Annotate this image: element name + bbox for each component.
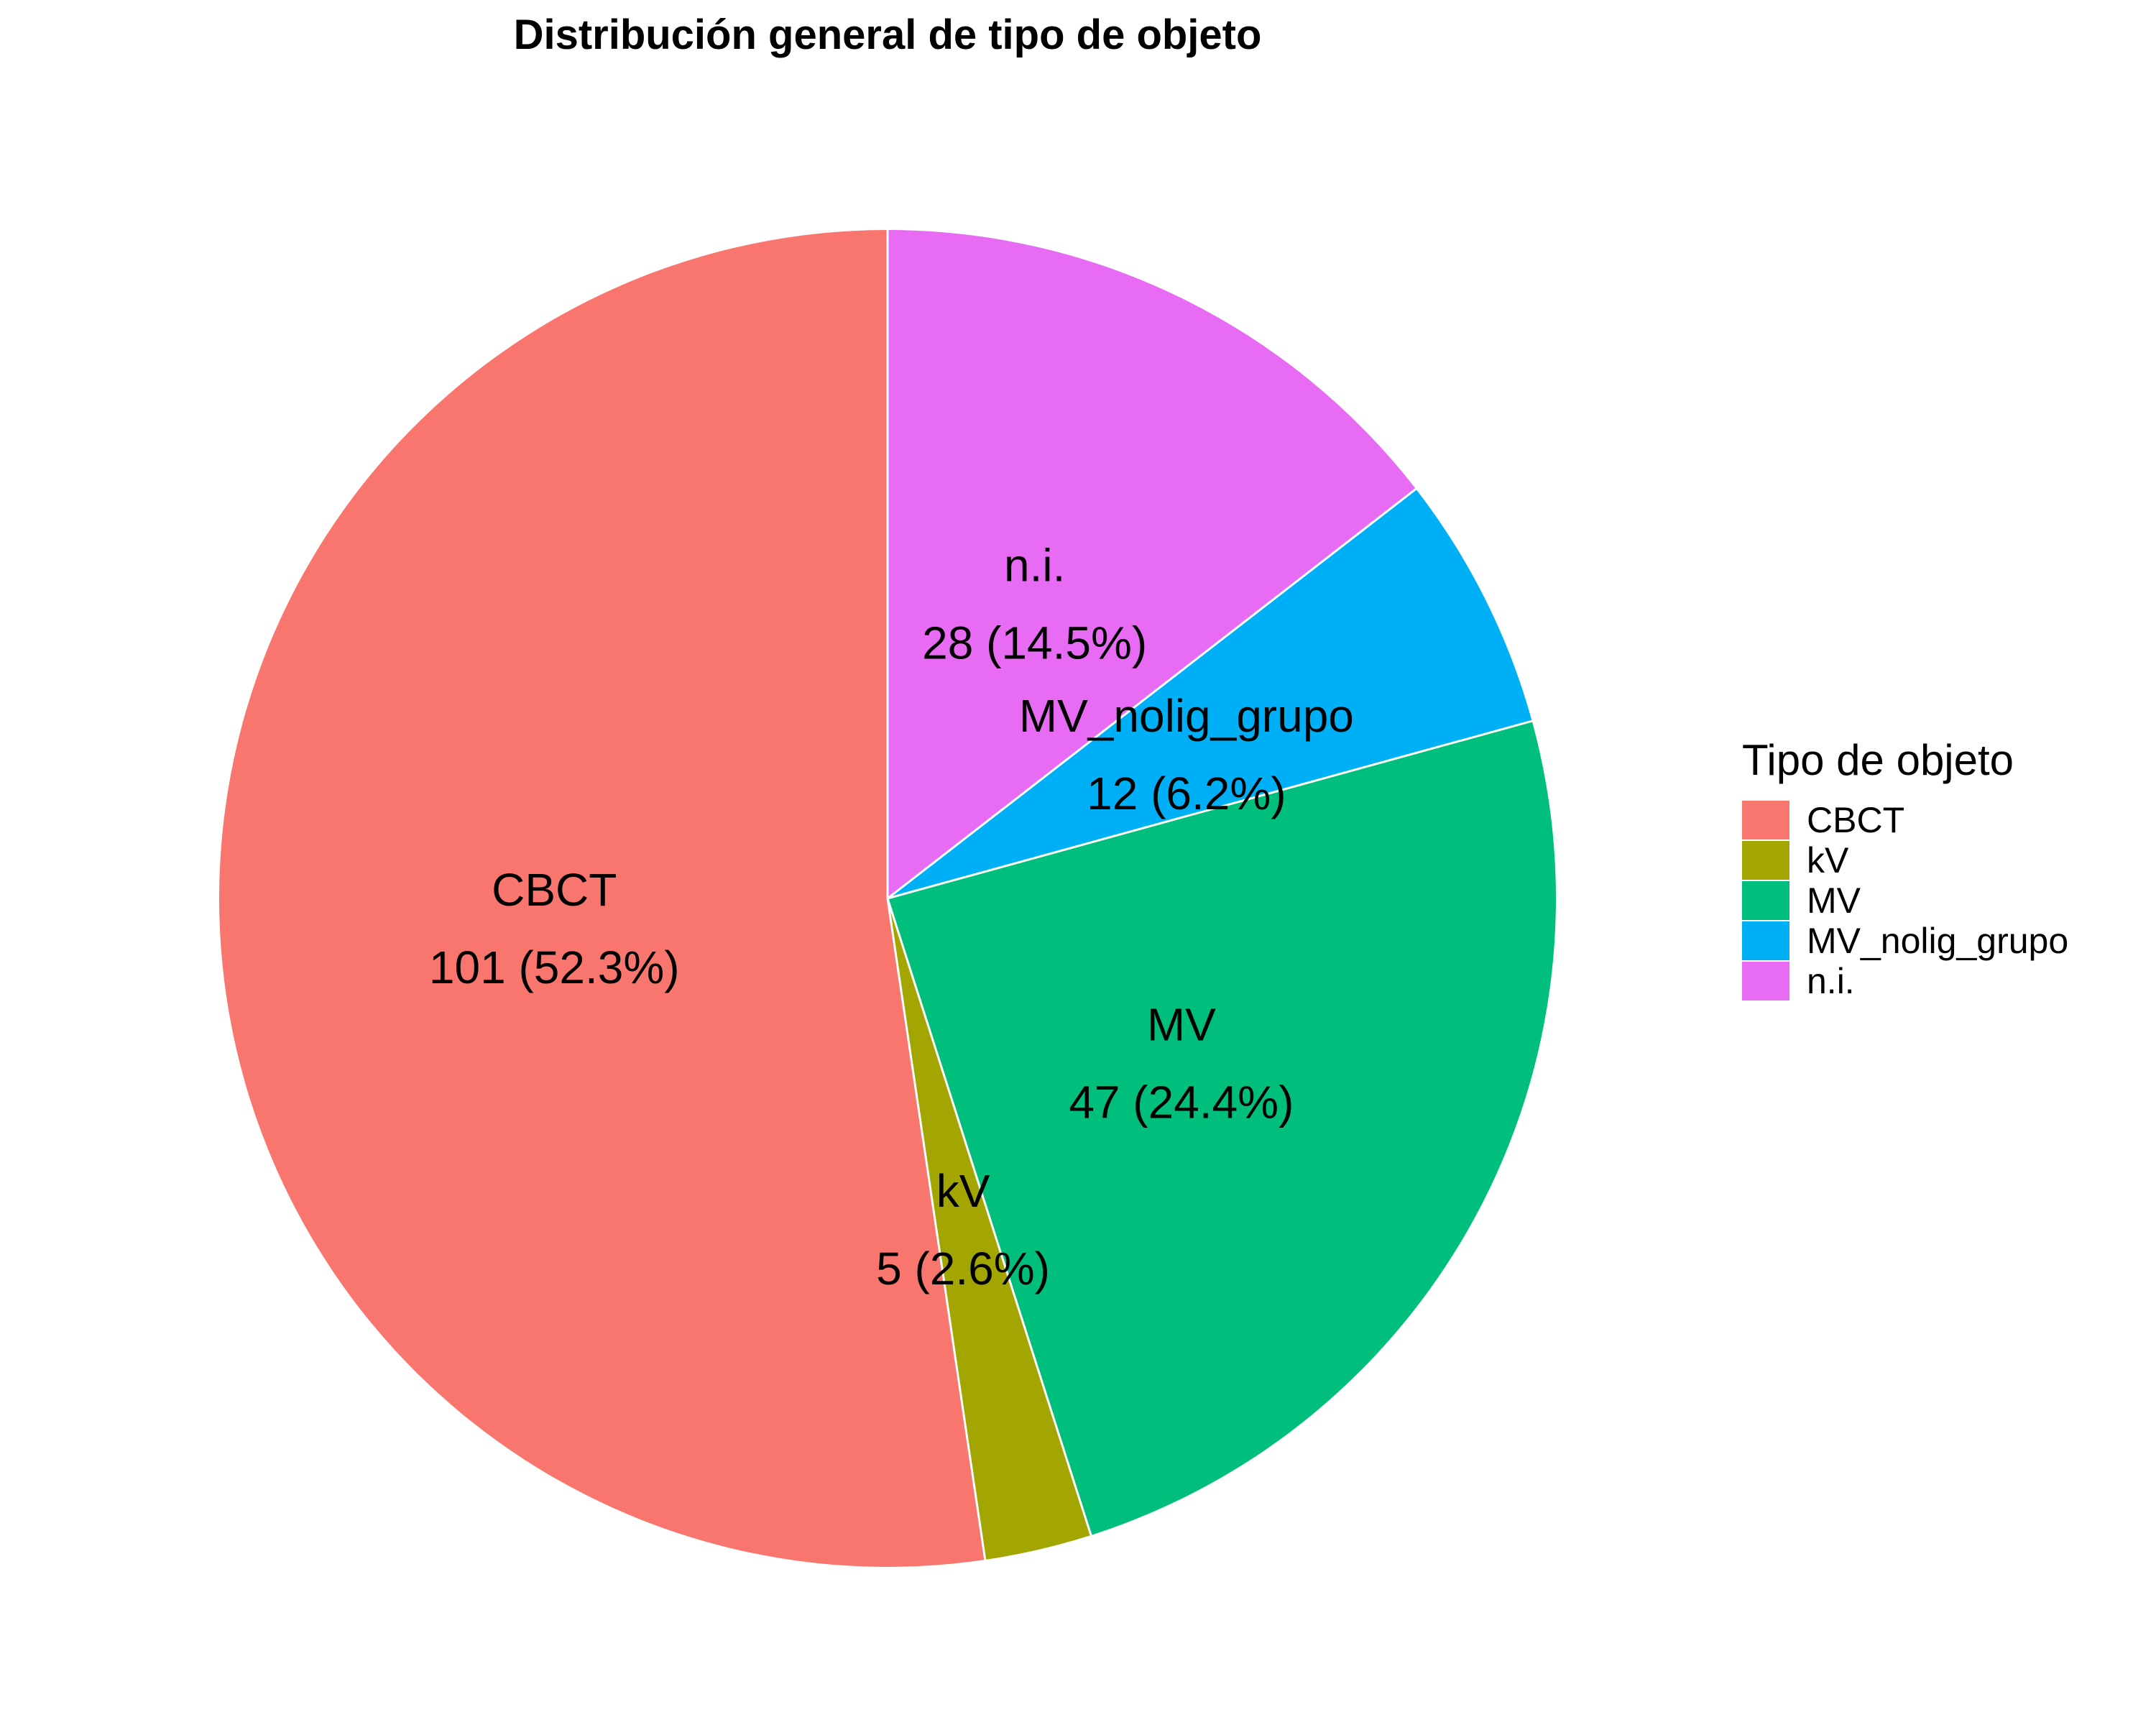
legend-label-n-i: n.i. — [1807, 961, 1855, 1001]
pie-slice-mv-nolig-grupo — [888, 489, 1532, 898]
pie-slice-labels: CBCT 101 (52.3%) kV 5 (2.6%) MV 47 (24.4%) MV_… — [429, 539, 1354, 1294]
pie-slice-n-i — [888, 230, 1416, 898]
legend-key-n-i — [1742, 962, 1789, 1000]
slice-value-label: 5 (2.6%) — [876, 1243, 1050, 1294]
slice-separator — [886, 898, 987, 1560]
slice-value-label: 101 (52.3%) — [429, 942, 680, 993]
slice-value-label: 47 (24.4%) — [1069, 1076, 1294, 1128]
legend-key-cbct — [1742, 801, 1789, 840]
legend-label-kv: kV — [1807, 840, 1849, 880]
pie-slices — [219, 230, 1556, 1567]
slice-separator — [886, 898, 1092, 1536]
pie-slice-cbct — [219, 230, 985, 1567]
slice-category-label: n.i. — [1004, 539, 1065, 591]
legend-key-mv — [1742, 881, 1789, 920]
slice-category-label: MV_nolig_grupo — [1019, 690, 1354, 742]
slice-category-label: kV — [936, 1165, 990, 1217]
legend-label-mv-nolig-grupo: MV_nolig_grupo — [1807, 921, 2068, 961]
legend: Tipo de objeto CBCTkVMVMV_nolig_grupon.i… — [1742, 736, 2068, 1001]
legend-key-kv — [1742, 841, 1789, 880]
chart-title: Distribución general de tipo de objeto — [514, 12, 1262, 58]
legend-label-mv: MV — [1807, 880, 1861, 921]
slice-value-label: 28 (14.5%) — [922, 617, 1147, 668]
legend-key-mv-nolig-grupo — [1742, 921, 1789, 960]
slice-category-label: MV — [1147, 998, 1216, 1050]
legend-title: Tipo de objeto — [1742, 736, 2014, 784]
slice-value-label: 12 (6.2%) — [1087, 768, 1286, 819]
pie-slice-mv — [888, 721, 1556, 1535]
slice-separator — [887, 488, 1417, 900]
legend-label-cbct: CBCT — [1807, 800, 1904, 840]
slice-separator — [887, 719, 1533, 900]
slice-category-label: CBCT — [492, 864, 617, 916]
pie-slice-kv — [888, 898, 1092, 1560]
